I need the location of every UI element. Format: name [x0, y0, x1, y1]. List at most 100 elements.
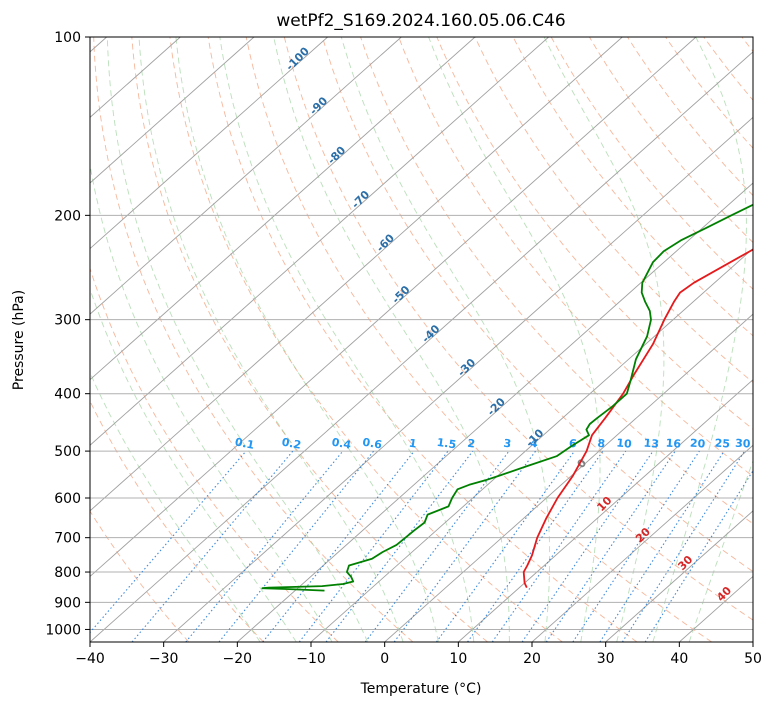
- moist-adiabat: [543, 37, 665, 642]
- isotherm: [310, 247, 753, 642]
- dry-adiabat: [741, 37, 753, 53]
- moist-adiabat: [175, 37, 439, 642]
- dry-adiabat: [93, 37, 414, 642]
- dry-adiabat: [398, 37, 753, 477]
- moist-adiabat: [428, 37, 601, 642]
- moist-adiabat-label: -90: [307, 94, 330, 117]
- x-tick-label: 40: [670, 651, 688, 667]
- dewpoint-profile-line: [261, 203, 753, 592]
- mixing-ratio-label: 10: [616, 436, 633, 450]
- dry-adiabat-label: 30: [675, 553, 695, 573]
- x-axis-label: Temperature (°C): [360, 681, 482, 697]
- moist-adiabat-label: -30: [455, 356, 478, 379]
- mixing-ratio-label: 4: [529, 437, 538, 451]
- mixing-ratio-line: [435, 450, 575, 642]
- dry-adiabat: [512, 37, 753, 337]
- x-tick-label: 30: [597, 651, 615, 667]
- mixing-ratio-label: 6: [568, 437, 577, 451]
- y-tick-label: 800: [54, 565, 81, 581]
- mixing-ratio-label: 25: [714, 437, 730, 451]
- mixing-ratio-line: [218, 450, 375, 642]
- x-tick-label: 20: [523, 651, 541, 667]
- dry-adiabat: [207, 37, 638, 642]
- dry-adiabat: [665, 37, 753, 149]
- mixing-ratio-line: [185, 450, 344, 642]
- mixing-ratio-line: [491, 450, 627, 642]
- dry-adiabat: [550, 37, 753, 290]
- isotherm: [90, 37, 549, 446]
- moist-adiabat-label: -10: [523, 426, 546, 449]
- mixing-ratio-label: 13: [643, 437, 659, 451]
- mixing-ratio-label: 2: [467, 437, 476, 451]
- isotherm: [531, 444, 753, 642]
- isotherm: [679, 575, 753, 642]
- moist-adiabat: [219, 37, 475, 642]
- temperature-profile-line: [522, 248, 753, 588]
- dry-adiabat: [321, 37, 753, 573]
- moist-adiabat: [90, 287, 297, 642]
- y-tick-label: 1000: [45, 622, 81, 638]
- mixing-ratio-label: 3: [503, 437, 512, 451]
- isotherm: [90, 51, 753, 642]
- mixing-ratio-line: [521, 450, 654, 642]
- dry-adiabat: [169, 37, 563, 642]
- mixing-ratio-label: 20: [690, 437, 706, 451]
- mixing-ratio-line: [298, 450, 449, 642]
- y-tick-label: 900: [54, 595, 81, 611]
- x-tick-label: −30: [149, 651, 179, 667]
- mixing-ratio-label: 0.1: [234, 435, 256, 451]
- mixing-ratio-line: [325, 450, 474, 642]
- mixing-ratio-label: 8: [597, 437, 606, 451]
- x-tick-label: −10: [296, 651, 326, 667]
- dry-adiabat: [245, 37, 712, 642]
- isotherm: [90, 37, 623, 512]
- mixing-ratio-label: 30: [735, 437, 751, 451]
- isotherm: [237, 182, 753, 642]
- moist-adiabat-label: -70: [349, 188, 372, 211]
- x-tick-label: 50: [744, 651, 762, 667]
- x-tick-label: −20: [223, 651, 253, 667]
- dry-adiabat: [703, 37, 753, 101]
- dry-adiabat-label: 10: [594, 494, 614, 514]
- dry-adiabat: [90, 267, 339, 642]
- mixing-ratio-label: 16: [665, 437, 682, 451]
- mixing-ratio-label: 1: [408, 437, 417, 451]
- mixing-ratio-line: [644, 469, 753, 642]
- dry-adiabat: [283, 37, 753, 621]
- moist-adiabat-label: -60: [374, 231, 397, 254]
- dry-adiabat: [360, 37, 753, 525]
- y-tick-label: 400: [54, 387, 81, 403]
- dry-adiabat: [589, 37, 753, 244]
- y-tick-label: 200: [54, 208, 81, 224]
- mixing-ratio-line: [90, 450, 247, 634]
- isotherm: [605, 510, 753, 642]
- x-tick-label: 0: [380, 651, 389, 667]
- y-tick-label: 100: [54, 30, 81, 46]
- moist-adiabat: [138, 37, 404, 642]
- mixing-ratio-label: 0.4: [331, 436, 353, 452]
- x-axis: −40 −30 −20 −10 0 10 20 30 40 50: [75, 642, 762, 667]
- x-tick-label: −40: [75, 651, 105, 667]
- isotherm: [90, 37, 402, 315]
- mixing-ratio-label: 1.5: [436, 436, 457, 452]
- moist-adiabat: [90, 162, 333, 642]
- moist-adiabat: [688, 459, 753, 642]
- y-tick-label: 500: [54, 444, 81, 460]
- dry-adiabat-label: 40: [714, 584, 734, 604]
- isotherm: [90, 37, 255, 184]
- mixing-ratio-line: [131, 450, 294, 642]
- y-axis: 100 200 300 400 500 600 700 800 900 1000: [45, 30, 90, 638]
- moist-adiabat: [90, 371, 261, 642]
- dry-adiabat: [131, 37, 488, 642]
- mixing-ratio-line: [621, 450, 746, 642]
- isotherm: [90, 37, 328, 250]
- y-axis-label: Pressure (hPa): [11, 290, 27, 390]
- dry-adiabat: [90, 400, 264, 642]
- y-tick-label: 700: [54, 531, 81, 547]
- moist-adiabat: [106, 37, 369, 642]
- moist-adiabat: [652, 37, 747, 642]
- isotherm: [163, 116, 753, 642]
- isotherm: [384, 313, 753, 642]
- chart-title: wetPf2_S169.2024.160.05.06.C46: [276, 11, 565, 31]
